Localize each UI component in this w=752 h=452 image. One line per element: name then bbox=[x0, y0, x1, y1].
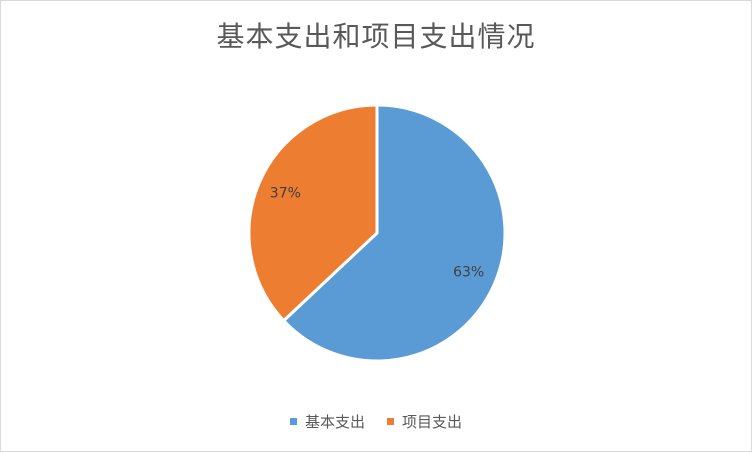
data-label-basic: 63% bbox=[453, 265, 484, 281]
pie-slice-project bbox=[247, 103, 379, 323]
legend-label-project: 项目支出 bbox=[402, 413, 463, 431]
chart-title: 基本支出和项目支出情况 bbox=[216, 20, 536, 53]
legend-item-basic: 基本支出 bbox=[289, 411, 365, 432]
legend: 基本支出 项目支出 bbox=[1, 411, 751, 432]
legend-swatch-project bbox=[387, 418, 394, 425]
legend-item-project: 项目支出 bbox=[387, 411, 462, 432]
legend-swatch-basic bbox=[289, 418, 297, 425]
pie-data-labels: 63% 37% bbox=[270, 185, 484, 280]
legend-label-basic: 基本支出 bbox=[304, 413, 365, 431]
pie-slices bbox=[247, 103, 507, 363]
data-label-project: 37% bbox=[270, 185, 301, 201]
pie-slice-basic bbox=[282, 103, 507, 363]
